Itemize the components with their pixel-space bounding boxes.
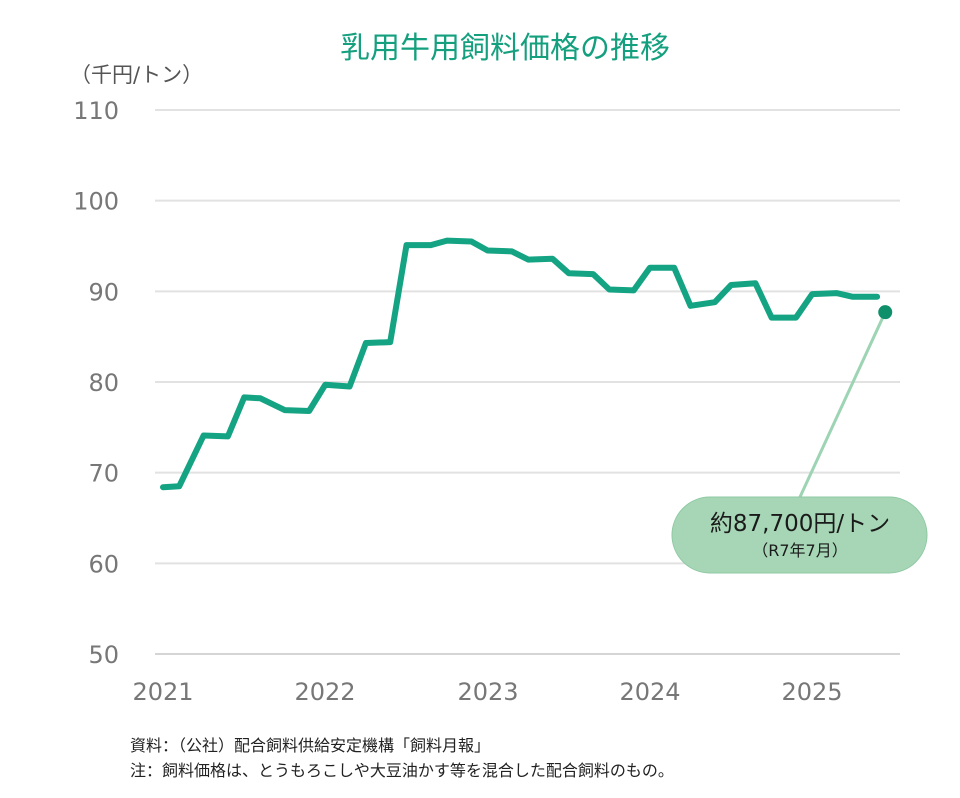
- series-line-feed-price: [160, 237, 881, 491]
- x-tick-label: 2024: [619, 678, 680, 706]
- y-axis-unit: （千円/トン）: [70, 63, 203, 87]
- value-callout: 約87,700円/トン （R7年7月）: [671, 496, 928, 574]
- callout-date-label: （R7年7月）: [752, 541, 847, 560]
- source-note: 資料：（公社）配合飼料供給安定機構「飼料月報」: [130, 736, 490, 755]
- callout-value-label: 約87,700円/トン: [710, 511, 890, 537]
- latest-value-marker: [878, 305, 893, 320]
- y-tick-label: 70: [88, 460, 119, 488]
- callout-box: [671, 496, 928, 574]
- chart-title: 乳用牛用飼料価格の推移: [340, 31, 670, 66]
- y-tick-label: 110: [73, 97, 119, 125]
- y-tick-label: 50: [88, 641, 119, 669]
- footnote: 注：飼料価格は、とうもろこしや大豆油かす等を混合した配合飼料のもの。: [130, 761, 674, 780]
- y-tick-label: 100: [73, 188, 119, 216]
- x-tick-label: 2021: [132, 678, 193, 706]
- x-tick-label: 2022: [294, 678, 355, 706]
- annotation-leader-line: [798, 311, 887, 498]
- y-tick-label: 90: [88, 278, 119, 306]
- x-tick-label: 2023: [457, 678, 518, 706]
- y-tick-label: 60: [88, 550, 119, 578]
- x-axis-ticks: 2021 2022 2023 2024 2025: [132, 678, 842, 706]
- x-tick-label: 2025: [781, 678, 842, 706]
- y-tick-label: 80: [88, 369, 119, 397]
- y-axis-ticks: 110 100 90 80 70 60 50: [73, 97, 119, 669]
- gridlines: [155, 109, 900, 655]
